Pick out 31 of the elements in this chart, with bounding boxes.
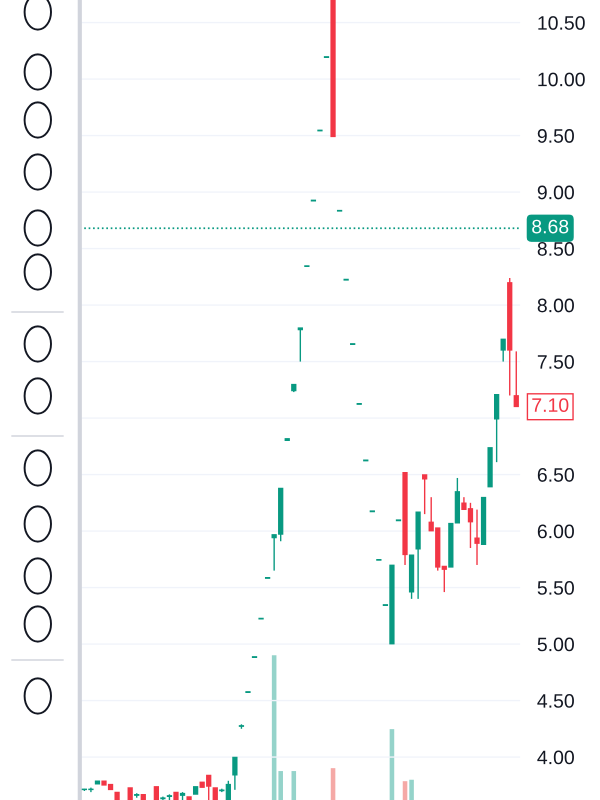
bar bbox=[291, 771, 296, 800]
y-tick-label: 8.50 bbox=[538, 242, 574, 256]
bar bbox=[409, 780, 414, 800]
y-tick-label: 10.00 bbox=[538, 72, 585, 86]
y-tick-label: 5.00 bbox=[538, 638, 574, 652]
y-tick-label: 6.00 bbox=[538, 524, 574, 538]
candlestick bbox=[474, 508, 480, 566]
candlestick bbox=[422, 474, 428, 515]
candlestick bbox=[514, 350, 519, 408]
text: 7.10 bbox=[532, 398, 568, 412]
y-tick-label: 8.00 bbox=[538, 298, 574, 312]
y-tick-label: 7.50 bbox=[538, 355, 574, 369]
bar bbox=[272, 655, 276, 800]
y-tick-label: 4.50 bbox=[537, 694, 574, 708]
y-tick-label: 4.00 bbox=[537, 750, 574, 764]
bar bbox=[330, 768, 336, 800]
y-tick-label: 5.50 bbox=[538, 581, 574, 595]
y-tick-label: 6.50 bbox=[538, 468, 574, 482]
y-tick-label: 9.50 bbox=[538, 129, 574, 143]
candlestick bbox=[298, 326, 303, 362]
candlestick bbox=[232, 756, 238, 791]
candlestick bbox=[212, 786, 218, 800]
y-tick-label: 9.00 bbox=[538, 186, 574, 200]
y-tick-label: 10.50 bbox=[538, 16, 585, 30]
candlestick bbox=[154, 786, 160, 800]
ref-line-label: 8.68 bbox=[532, 220, 568, 234]
candlestick bbox=[128, 786, 133, 800]
bar bbox=[390, 729, 394, 800]
bar bbox=[278, 771, 283, 800]
bar bbox=[402, 781, 408, 800]
candlestick bbox=[500, 338, 506, 362]
